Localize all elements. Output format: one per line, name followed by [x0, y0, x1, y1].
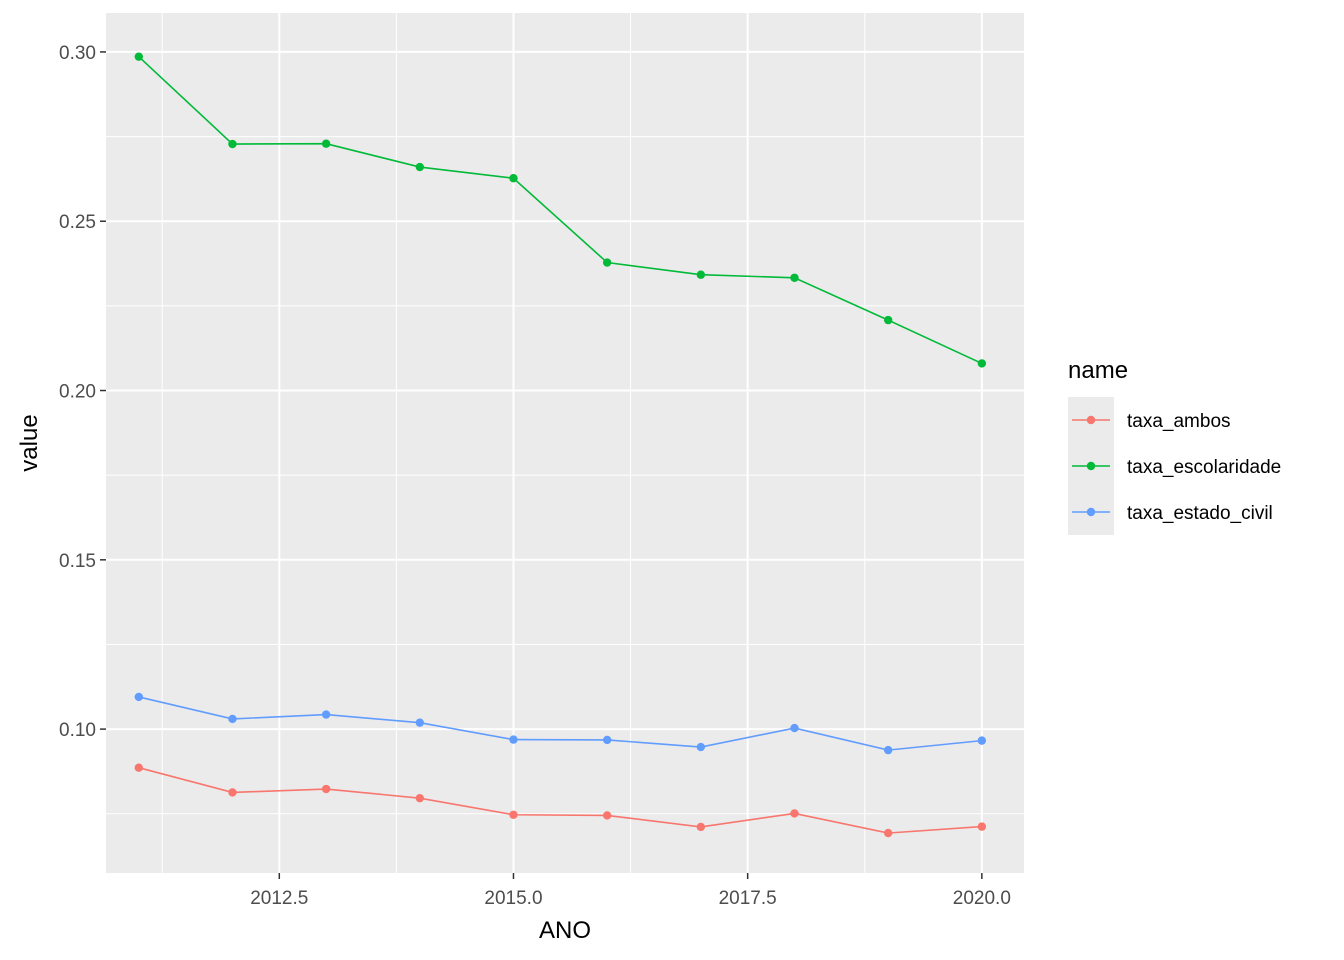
x-tick-label: 2015.0: [484, 888, 542, 909]
minor-gridlines: [106, 13, 1024, 873]
x-tick-label: 2017.5: [719, 888, 777, 909]
legend-item: taxa_ambos: [1068, 397, 1231, 443]
y-axis: 0.10 0.15 0.20 0.25 0.30: [59, 43, 106, 741]
legend-title: name: [1068, 357, 1128, 384]
data-point: [509, 735, 518, 744]
data-point: [134, 763, 143, 772]
legend: name taxa_ambos taxa_escolaridade taxa_est…: [1068, 357, 1281, 535]
legend-key-point: [1086, 415, 1096, 425]
data-point: [134, 692, 143, 702]
data-point: [696, 742, 706, 752]
x-axis-title: ANO: [539, 917, 591, 944]
y-tick-label: 0.20: [59, 382, 96, 403]
data-point: [415, 162, 425, 172]
data-point: [228, 139, 237, 149]
data-point: [509, 810, 518, 819]
data-point: [696, 270, 706, 279]
data-point: [321, 784, 331, 794]
data-point: [602, 258, 612, 267]
y-tick-label: 0.15: [59, 551, 96, 572]
data-point: [415, 793, 425, 803]
series-taxa-estado-civil: [134, 692, 987, 755]
data-point: [134, 52, 143, 61]
data-point: [321, 710, 331, 719]
data-point: [977, 736, 987, 745]
y-tick-label: 0.25: [59, 212, 96, 233]
x-tick-label: 2012.5: [250, 888, 308, 909]
data-point: [321, 139, 331, 148]
data-point: [883, 828, 893, 838]
y-axis-title: value: [16, 414, 43, 471]
data-point: [883, 315, 893, 325]
series-line: [138, 766, 982, 834]
data-point: [790, 273, 799, 282]
y-tick-label: 0.10: [59, 720, 96, 741]
y-tick-label: 0.30: [59, 43, 96, 64]
data-point: [415, 718, 425, 727]
data-point: [602, 735, 612, 745]
legend-label: taxa_escolaridade: [1127, 457, 1281, 478]
plot-panel: [106, 13, 1024, 873]
series-taxa-ambos: [134, 763, 987, 838]
legend-key-point: [1086, 461, 1096, 471]
legend-item: taxa_escolaridade: [1068, 443, 1281, 489]
data-point: [228, 714, 237, 724]
series-line: [138, 696, 982, 751]
data-point: [228, 788, 237, 797]
legend-label: taxa_ambos: [1127, 411, 1231, 432]
data-point: [977, 359, 987, 368]
legend-label: taxa_estado_civil: [1127, 503, 1273, 524]
data-point: [602, 811, 612, 820]
x-tick-label: 2020.0: [953, 888, 1011, 909]
data-point: [977, 822, 987, 831]
x-axis: 2012.5 2015.0 2017.5 2020.0: [250, 873, 1011, 909]
series-line: [138, 56, 983, 365]
data-point: [790, 723, 799, 733]
data-point: [696, 822, 706, 832]
major-gridlines: [106, 13, 1024, 873]
data-point: [509, 174, 518, 183]
legend-keys: taxa_ambos taxa_escolaridade taxa_estado_c…: [1068, 397, 1281, 535]
series-taxa-escolaridade: [134, 52, 987, 368]
data-point: [883, 745, 893, 755]
legend-item: taxa_estado_civil: [1068, 489, 1273, 535]
legend-key-point: [1086, 507, 1096, 517]
series-layer: [134, 52, 987, 838]
data-point: [790, 809, 799, 818]
